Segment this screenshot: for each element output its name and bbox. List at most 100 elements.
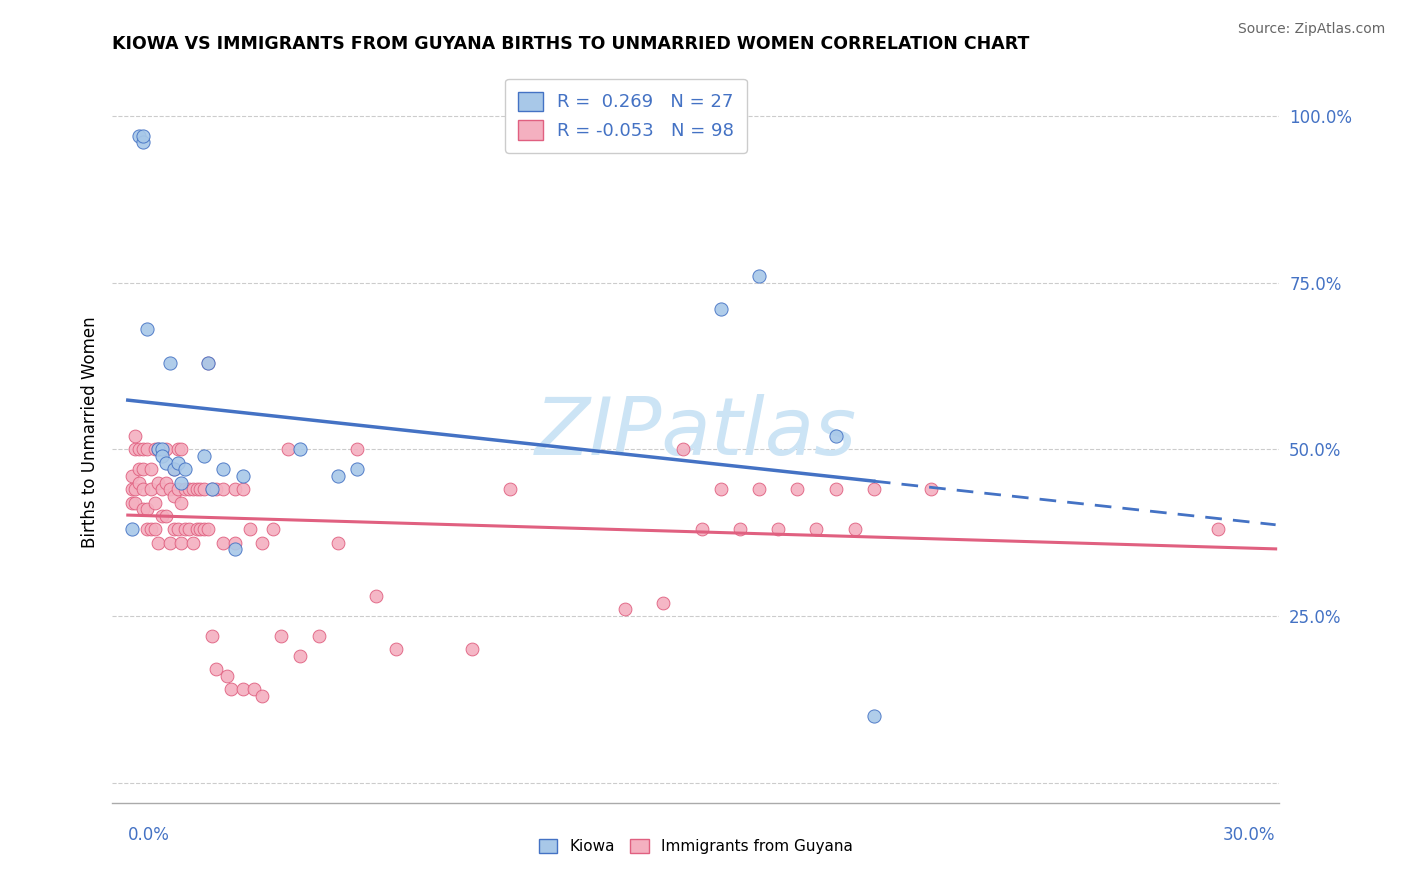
Point [170, 475, 193, 490]
Point [212, 535, 235, 549]
Point [132, 462, 155, 476]
Point [786, 483, 808, 497]
Point [190, 483, 212, 497]
Point [155, 508, 177, 523]
Text: 0.0%: 0.0% [128, 826, 170, 844]
Point [346, 462, 368, 476]
Point [166, 483, 188, 497]
Point [148, 442, 170, 457]
Point [150, 442, 173, 457]
Point [155, 442, 177, 457]
Point [844, 522, 866, 536]
Point [212, 462, 235, 476]
Point [174, 522, 197, 536]
Point [124, 483, 146, 497]
Point [132, 442, 155, 457]
Point [135, 502, 157, 516]
Point [174, 462, 197, 476]
Point [121, 496, 143, 510]
Point [328, 469, 350, 483]
Point [224, 535, 246, 549]
Point [262, 522, 284, 536]
Point [121, 483, 143, 497]
Point [166, 456, 188, 470]
Point [197, 355, 219, 369]
Point [181, 535, 204, 549]
Point [128, 442, 150, 457]
Point [224, 483, 246, 497]
Point [143, 442, 166, 457]
Point [863, 709, 886, 723]
Point [124, 496, 146, 510]
Point [308, 629, 330, 643]
Point [201, 483, 224, 497]
Point [250, 535, 273, 549]
Point [132, 128, 155, 143]
Point [824, 429, 846, 443]
Point [204, 662, 226, 676]
Point [135, 442, 157, 457]
Point [139, 462, 162, 476]
Legend: Kiowa, Immigrants from Guyana: Kiowa, Immigrants from Guyana [531, 831, 860, 862]
Point [124, 442, 146, 457]
Point [159, 535, 181, 549]
Point [132, 502, 155, 516]
Point [652, 596, 675, 610]
Point [250, 689, 273, 703]
Point [239, 522, 262, 536]
Point [186, 522, 208, 536]
Point [150, 483, 173, 497]
Point [288, 442, 311, 457]
Point [346, 442, 368, 457]
Point [159, 355, 181, 369]
Point [135, 522, 157, 536]
Point [170, 442, 193, 457]
Point [139, 522, 162, 536]
Point [243, 682, 266, 697]
Point [135, 322, 157, 336]
Point [366, 589, 388, 603]
Point [132, 483, 155, 497]
Y-axis label: Births to Unmarried Women: Births to Unmarried Women [80, 317, 98, 549]
Point [159, 483, 181, 497]
Point [148, 442, 170, 457]
Point [614, 602, 637, 616]
Point [170, 535, 193, 549]
Point [148, 475, 170, 490]
Point [232, 483, 254, 497]
Point [143, 522, 166, 536]
Point [197, 355, 219, 369]
Point [384, 642, 406, 657]
Point [163, 489, 186, 503]
Point [128, 475, 150, 490]
Point [224, 542, 246, 557]
Point [920, 483, 942, 497]
Point [863, 483, 886, 497]
Text: Source: ZipAtlas.com: Source: ZipAtlas.com [1237, 22, 1385, 37]
Point [288, 648, 311, 663]
Point [166, 442, 188, 457]
Point [806, 522, 828, 536]
Point [232, 682, 254, 697]
Point [328, 535, 350, 549]
Point [193, 449, 215, 463]
Point [166, 522, 188, 536]
Point [193, 483, 215, 497]
Point [201, 629, 224, 643]
Point [270, 629, 292, 643]
Point [193, 522, 215, 536]
Point [177, 483, 200, 497]
Point [155, 456, 177, 470]
Point [139, 483, 162, 497]
Point [824, 483, 846, 497]
Point [219, 682, 242, 697]
Text: 30.0%: 30.0% [1223, 826, 1275, 844]
Point [186, 483, 208, 497]
Point [163, 462, 186, 476]
Point [143, 496, 166, 510]
Point [177, 522, 200, 536]
Point [1206, 522, 1229, 536]
Point [710, 302, 733, 317]
Point [768, 522, 790, 536]
Point [163, 522, 186, 536]
